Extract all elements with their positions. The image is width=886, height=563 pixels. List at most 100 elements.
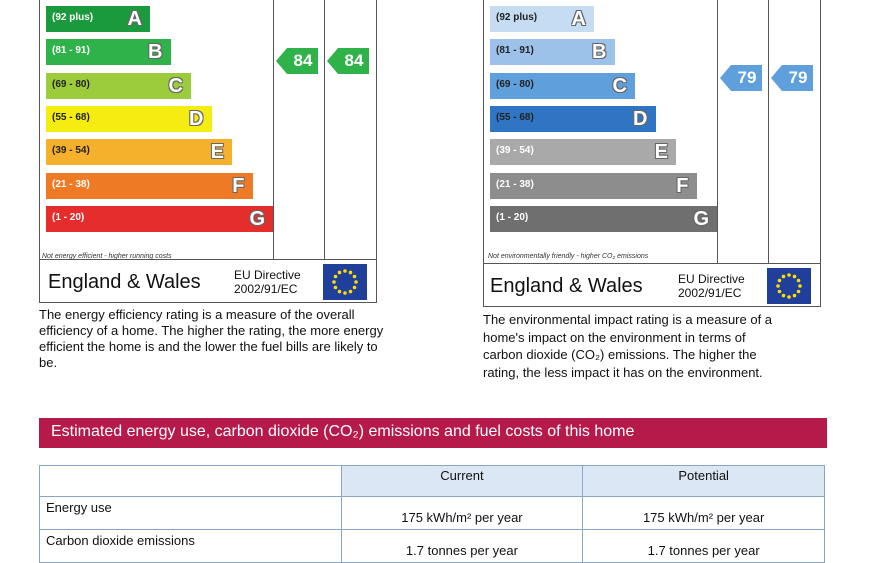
band-range: (39 - 54) — [496, 145, 534, 157]
band-e-bar: (39 - 54) E — [46, 139, 232, 166]
row-label: Energy use — [39, 496, 342, 530]
current-column-divider — [717, 0, 718, 263]
band-g-bar: (1 - 20) G — [490, 205, 717, 232]
panel-divider — [40, 259, 376, 260]
directive-label: EU Directive 2002/91/EC — [678, 272, 745, 300]
band-letter: E — [210, 141, 224, 164]
potential-value: 175 kWh/m² per year — [582, 496, 825, 530]
region-label: England & Wales — [48, 271, 201, 293]
potential-value: 1.7 tonnes per year — [582, 529, 825, 563]
band-range: (69 - 80) — [52, 78, 90, 90]
potential-rating-value: 79 — [788, 68, 808, 87]
band-range: (39 - 54) — [52, 145, 90, 157]
environment-description-line: home's impact on the environment in term… — [483, 329, 746, 345]
flag-star — [343, 291, 347, 295]
current-header: Current — [340, 465, 584, 497]
band-d-bar: (55 - 68) D — [46, 105, 212, 132]
band-letter: F — [676, 174, 689, 197]
band-letter: B — [148, 41, 163, 64]
environment-description: The environmental impact rating is a mea… — [483, 311, 828, 381]
band-g-bar: (1 - 20) G — [46, 205, 273, 232]
current-rating-value: 79 — [737, 68, 757, 87]
band-e-bar: (39 - 54) E — [490, 139, 676, 166]
flag-star — [787, 295, 791, 299]
flag-star — [333, 274, 338, 279]
band-b-bar: (81 - 91) B — [490, 39, 615, 66]
eu-flag-icon — [767, 268, 811, 304]
row-label: Carbon dioxide emissions — [39, 529, 342, 563]
flag-star — [343, 269, 347, 273]
band-letter: C — [168, 74, 183, 97]
table-row: Carbon dioxide emissions 1.7 tonnes per … — [39, 529, 825, 563]
energy-rating-chart: (92 plus) A (81 - 91) B (69 - 80) C (55 - 68) D… — [39, 0, 377, 303]
flag-star — [337, 289, 342, 294]
energy-description: The energy efficiency rating is a measur… — [39, 307, 384, 370]
flag-star — [798, 284, 802, 288]
directive-line-2: 2002/91/EC — [678, 286, 742, 300]
band-range: (21 - 38) — [496, 178, 534, 190]
band-letter: E — [654, 141, 668, 164]
table-corner-cell — [39, 465, 342, 497]
band-range: (81 - 91) — [52, 45, 90, 57]
table-header-row: Current Potential — [39, 465, 825, 497]
band-range: (1 - 20) — [52, 211, 85, 223]
potential-rating-arrow: 79 — [771, 65, 813, 91]
current-rating-arrow: 79 — [720, 65, 762, 91]
flag-star — [337, 270, 342, 275]
flag-star — [792, 293, 797, 298]
band-range: (92 plus) — [52, 12, 94, 23]
environment-note: Not environmentally friendly - higher CO… — [488, 253, 649, 260]
band-range: (21 - 38) — [52, 178, 90, 190]
band-range: (55 - 68) — [52, 111, 90, 123]
flag-star — [796, 278, 801, 283]
band-a-bar: (92 plus) A — [490, 6, 594, 32]
flag-star — [776, 284, 780, 288]
flag-star — [792, 274, 797, 279]
environment-description-line: carbon dioxide (CO₂) emissions. The high… — [483, 347, 757, 362]
potential-column-divider — [768, 0, 769, 263]
region-label: England & Wales — [490, 275, 643, 297]
flag-star — [333, 285, 338, 290]
flag-star — [777, 278, 782, 283]
band-range: (69 - 80) — [496, 78, 534, 90]
estimates-banner-title: Estimated energy use, carbon dioxide (CO… — [51, 423, 635, 440]
band-letter: B — [592, 41, 607, 64]
environment-rating-chart: (92 plus) A (81 - 91) B (69 - 80) C (55 - 68) D… — [483, 0, 821, 307]
potential-rating-value: 84 — [344, 51, 364, 70]
flag-star — [796, 289, 801, 294]
band-letter: G — [693, 207, 709, 230]
directive-line-1: EU Directive — [234, 268, 301, 282]
flag-star — [348, 270, 353, 275]
table-row: Energy use 175 kWh/m² per year 175 kWh/m… — [39, 496, 825, 530]
band-letter: F — [232, 174, 245, 197]
band-range: (92 plus) — [496, 12, 538, 23]
band-c-bar: (69 - 80) C — [490, 72, 635, 99]
flag-star — [354, 280, 358, 284]
band-letter: D — [633, 107, 648, 130]
eu-flag-icon — [323, 264, 367, 300]
band-b-bar: (81 - 91) B — [46, 39, 171, 66]
directive-line-2: 2002/91/EC — [234, 282, 298, 296]
band-d-bar: (55 - 68) D — [490, 105, 656, 132]
flag-star — [332, 280, 336, 284]
current-value: 175 kWh/m² per year — [340, 496, 584, 530]
potential-rating-arrow: 84 — [327, 48, 369, 74]
current-value: 1.7 tonnes per year — [340, 529, 584, 563]
energy-note: Not energy efficient - higher running co… — [42, 253, 172, 260]
current-column-divider — [273, 0, 274, 259]
band-f-bar: (21 - 38) F — [46, 172, 253, 199]
panel-divider — [484, 263, 820, 264]
band-letter: D — [189, 107, 204, 130]
flag-star — [777, 289, 782, 294]
current-rating-arrow: 84 — [276, 48, 318, 74]
band-letter: A — [127, 8, 142, 30]
directive-line-1: EU Directive — [678, 272, 745, 286]
band-letter: C — [612, 74, 627, 97]
band-c-bar: (69 - 80) C — [46, 72, 191, 99]
current-rating-value: 84 — [293, 51, 313, 70]
flag-star — [787, 273, 791, 277]
band-range: (55 - 68) — [496, 111, 534, 123]
flag-star — [781, 293, 786, 298]
band-range: (81 - 91) — [496, 45, 534, 57]
potential-header: Potential — [582, 465, 825, 497]
